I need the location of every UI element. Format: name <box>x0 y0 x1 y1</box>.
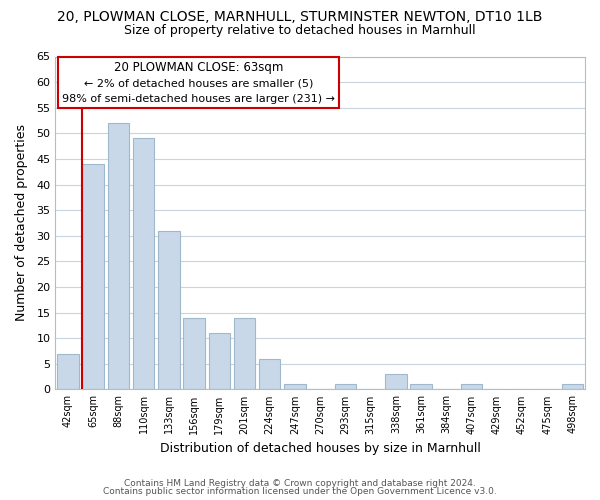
Bar <box>158 230 179 390</box>
Bar <box>461 384 482 390</box>
Bar <box>335 384 356 390</box>
Bar <box>107 123 129 390</box>
X-axis label: Distribution of detached houses by size in Marnhull: Distribution of detached houses by size … <box>160 442 481 455</box>
Text: Contains public sector information licensed under the Open Government Licence v3: Contains public sector information licen… <box>103 487 497 496</box>
Text: 20, PLOWMAN CLOSE, MARNHULL, STURMINSTER NEWTON, DT10 1LB: 20, PLOWMAN CLOSE, MARNHULL, STURMINSTER… <box>58 10 542 24</box>
Text: Contains HM Land Registry data © Crown copyright and database right 2024.: Contains HM Land Registry data © Crown c… <box>124 478 476 488</box>
Bar <box>57 354 79 390</box>
Bar <box>385 374 407 390</box>
Bar <box>133 138 154 390</box>
Bar <box>562 384 583 390</box>
Bar <box>184 318 205 390</box>
Bar <box>82 164 104 390</box>
Text: Size of property relative to detached houses in Marnhull: Size of property relative to detached ho… <box>124 24 476 37</box>
FancyBboxPatch shape <box>58 56 338 108</box>
Bar <box>410 384 432 390</box>
Text: 98% of semi-detached houses are larger (231) →: 98% of semi-detached houses are larger (… <box>62 94 335 104</box>
Bar <box>209 333 230 390</box>
Bar <box>259 358 280 390</box>
Text: ← 2% of detached houses are smaller (5): ← 2% of detached houses are smaller (5) <box>83 78 313 88</box>
Y-axis label: Number of detached properties: Number of detached properties <box>15 124 28 322</box>
Text: 20 PLOWMAN CLOSE: 63sqm: 20 PLOWMAN CLOSE: 63sqm <box>113 62 283 74</box>
Bar <box>284 384 305 390</box>
Bar <box>234 318 255 390</box>
